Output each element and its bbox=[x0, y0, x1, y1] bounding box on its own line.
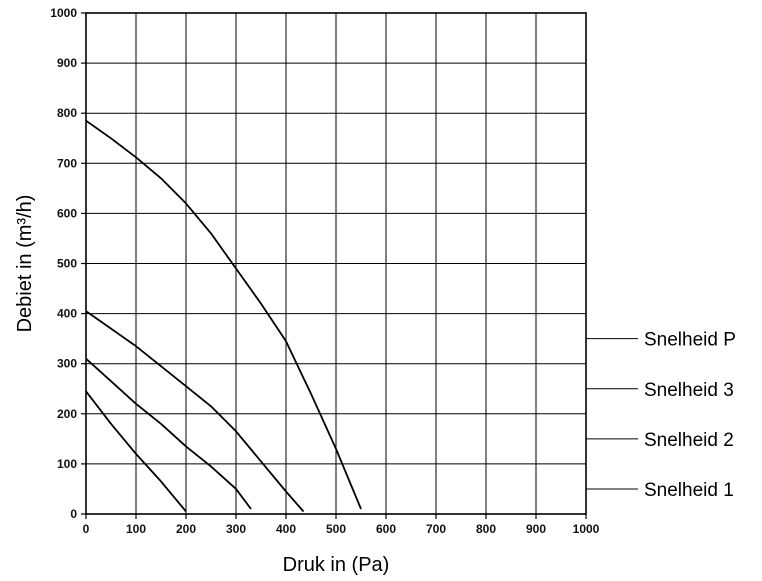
y-tick-label: 100 bbox=[57, 457, 77, 471]
x-tick-label: 0 bbox=[83, 522, 90, 536]
series-line-snelheid-2 bbox=[85, 358, 252, 510]
series-label-snelheid-1: Snelheid 1 bbox=[644, 480, 734, 501]
series-label-snelheid-p: Snelheid P bbox=[644, 330, 736, 351]
y-tick-label: 1000 bbox=[50, 6, 77, 20]
x-tick-label: 500 bbox=[326, 522, 346, 536]
series-layer bbox=[85, 119, 362, 513]
series-label-snelheid-3: Snelheid 3 bbox=[644, 380, 734, 401]
x-tick-label: 700 bbox=[426, 522, 446, 536]
series-line-snelheid-p bbox=[85, 119, 362, 510]
x-axis-title: Druk in (Pa) bbox=[283, 554, 390, 576]
y-tick-label: 900 bbox=[57, 56, 77, 70]
x-tick-label: 900 bbox=[526, 522, 546, 536]
y-tick-label: 300 bbox=[57, 357, 77, 371]
series-label-snelheid-2: Snelheid 2 bbox=[644, 430, 734, 451]
x-tick-label: 400 bbox=[276, 522, 296, 536]
y-axis-ticks: 0 100 200 300 400 500 600 700 800 900 1000 bbox=[50, 6, 86, 521]
grid bbox=[86, 13, 586, 514]
y-tick-label: 200 bbox=[57, 407, 77, 421]
x-tick-label: 200 bbox=[176, 522, 196, 536]
x-tick-label: 300 bbox=[226, 522, 246, 536]
x-tick-label: 800 bbox=[476, 522, 496, 536]
series-label-layer: Snelheid P Snelheid 3 Snelheid 2 Snelheid 1 bbox=[586, 330, 736, 501]
x-tick-label: 600 bbox=[376, 522, 396, 536]
y-tick-label: 500 bbox=[57, 257, 77, 271]
y-tick-label: 800 bbox=[57, 106, 77, 120]
x-tick-label: 100 bbox=[126, 522, 146, 536]
y-tick-label: 600 bbox=[57, 206, 77, 220]
series-line-snelheid-1 bbox=[85, 390, 187, 513]
series-line-snelheid-3 bbox=[85, 310, 305, 513]
y-tick-label: 0 bbox=[70, 507, 77, 521]
y-tick-label: 700 bbox=[57, 156, 77, 170]
x-axis-ticks: 0 100 200 300 400 500 600 700 800 900 1000 bbox=[83, 514, 600, 536]
y-axis-title: Debiet in (m³/h) bbox=[14, 195, 36, 333]
x-tick-label: 1000 bbox=[573, 522, 600, 536]
y-tick-label: 400 bbox=[57, 307, 77, 321]
